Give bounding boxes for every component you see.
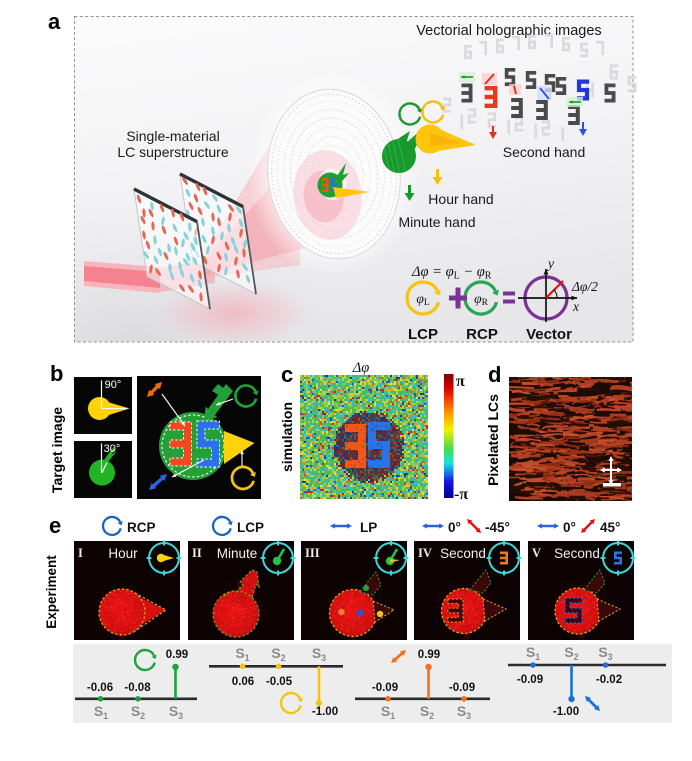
svg-text:simulation: simulation: [279, 402, 295, 472]
svg-text:Δφ: Δφ: [352, 360, 370, 376]
svg-text:-0.09: -0.09: [517, 674, 543, 686]
svg-text:Vectorial holographic images: Vectorial holographic images: [416, 23, 601, 39]
svg-text:Δφ = φL − φR: Δφ = φL − φR: [411, 264, 492, 282]
svg-text:e: e: [49, 513, 61, 538]
svg-text:0.99: 0.99: [166, 649, 188, 661]
svg-text:LCP: LCP: [408, 326, 438, 343]
svg-text:c: c: [281, 362, 293, 387]
svg-text:Experiment: Experiment: [44, 555, 59, 629]
svg-text:Single-material: Single-material: [126, 128, 219, 144]
svg-text:II: II: [192, 546, 202, 560]
svg-text:LC superstructure: LC superstructure: [117, 144, 228, 160]
svg-text:-1.00: -1.00: [312, 706, 338, 718]
svg-text:III: III: [305, 546, 320, 560]
svg-text:a: a: [48, 9, 61, 34]
svg-text:d: d: [488, 362, 501, 387]
svg-text:-0.06: -0.06: [87, 682, 113, 694]
svg-text:-0.08: -0.08: [124, 682, 151, 694]
svg-text:0°: 0°: [563, 520, 576, 535]
svg-text:-1.00: -1.00: [553, 706, 579, 718]
svg-text:Second hand: Second hand: [503, 144, 586, 160]
svg-text:-0.02: -0.02: [596, 674, 622, 686]
svg-text:b: b: [50, 361, 63, 386]
svg-text:y: y: [546, 256, 554, 271]
svg-text:LP: LP: [360, 520, 377, 535]
svg-text:-45°: -45°: [485, 520, 510, 535]
svg-text:Second: Second: [440, 546, 486, 561]
svg-text:45°: 45°: [600, 520, 620, 535]
svg-text:Second: Second: [554, 546, 600, 561]
svg-text:-0.09: -0.09: [372, 682, 398, 694]
svg-text:90°: 90°: [105, 379, 122, 391]
svg-text:x: x: [572, 299, 579, 314]
svg-text:LCP: LCP: [237, 520, 264, 535]
svg-text:0°: 0°: [448, 520, 461, 535]
svg-text:0.99: 0.99: [418, 649, 440, 661]
svg-text:Minute hand: Minute hand: [398, 214, 475, 230]
svg-text:Minute: Minute: [217, 546, 258, 561]
svg-text:-π: -π: [454, 486, 468, 503]
svg-text:Target image: Target image: [49, 407, 65, 493]
svg-text:V: V: [532, 546, 541, 560]
svg-text:30°: 30°: [104, 443, 121, 455]
svg-text:Pixelated LCs: Pixelated LCs: [485, 394, 501, 486]
svg-text:-0.09: -0.09: [449, 682, 475, 694]
svg-text:Δφ/2: Δφ/2: [571, 279, 598, 294]
svg-text:RCP: RCP: [127, 520, 156, 535]
svg-text:0.06: 0.06: [232, 676, 254, 688]
svg-text:IV: IV: [418, 546, 432, 560]
svg-text:RCP: RCP: [466, 326, 498, 343]
svg-text:-0.05: -0.05: [266, 676, 293, 688]
svg-text:Hour hand: Hour hand: [428, 191, 493, 207]
svg-text:π: π: [456, 373, 465, 390]
svg-text:Vector: Vector: [526, 326, 572, 343]
svg-text:I: I: [78, 546, 83, 560]
svg-text:Hour: Hour: [108, 546, 138, 561]
